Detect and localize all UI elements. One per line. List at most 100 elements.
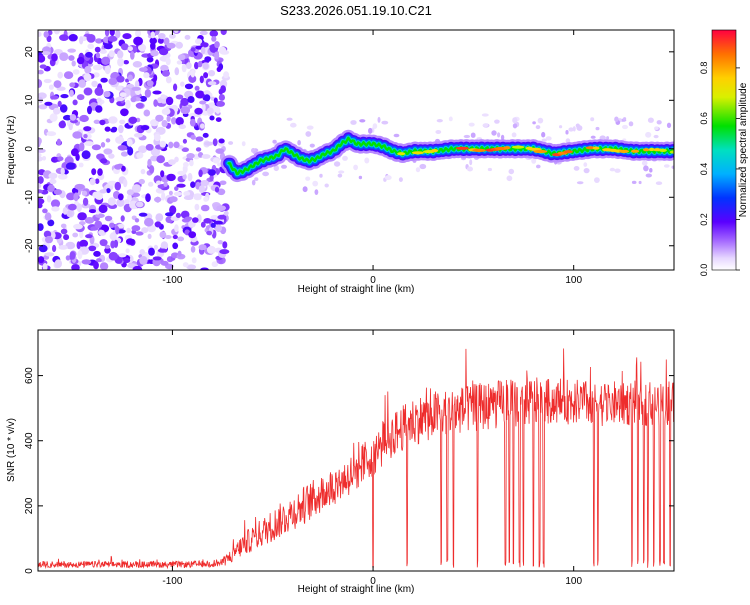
noise-speck — [126, 138, 133, 147]
noise-speck — [120, 151, 129, 157]
noise-speck — [160, 94, 166, 99]
snr-y-tick-label: 600 — [24, 367, 35, 384]
noise-speck — [469, 159, 473, 166]
noise-speck — [78, 162, 84, 168]
noise-speck — [181, 147, 189, 152]
noise-speck — [218, 88, 223, 95]
noise-speck — [175, 212, 181, 218]
noise-speck — [181, 63, 187, 73]
noise-speck — [200, 42, 209, 48]
noise-speck — [126, 189, 134, 196]
noise-speck — [72, 131, 83, 139]
noise-speck — [62, 207, 68, 215]
noise-speck — [398, 177, 403, 183]
noise-speck — [200, 180, 209, 187]
noise-speck — [208, 169, 216, 176]
noise-speck — [342, 155, 348, 161]
noise-speck — [183, 161, 189, 168]
snr-line-layer — [38, 348, 674, 570]
noise-speck — [174, 224, 179, 233]
noise-speck — [192, 217, 199, 223]
noise-speck — [161, 120, 168, 128]
snr-x-tick-label: 0 — [370, 576, 376, 587]
noise-speck — [83, 134, 88, 139]
noise-speck — [79, 230, 84, 239]
noise-speck — [94, 87, 104, 96]
noise-speck — [139, 95, 147, 102]
noise-speck — [117, 223, 125, 229]
noise-speck — [200, 46, 206, 55]
noise-speck — [119, 92, 127, 98]
spectrogram-frame — [37, 29, 675, 271]
noise-speck — [194, 107, 203, 115]
colorbar-tick-label: 0.2 — [699, 213, 709, 226]
noise-speck — [188, 74, 197, 83]
noise-speck — [127, 46, 133, 52]
noise-speck — [153, 244, 158, 250]
noise-speck — [177, 170, 187, 176]
noise-speck — [45, 252, 55, 257]
noise-speck — [215, 148, 225, 154]
noise-speck — [127, 146, 134, 156]
noise-speck — [104, 247, 111, 254]
noise-speck — [286, 117, 293, 121]
noise-speck — [184, 83, 194, 90]
snr-y-tick-label: 400 — [24, 432, 35, 449]
noise-speck — [500, 134, 505, 141]
noise-speck — [125, 99, 131, 109]
noise-speck — [297, 140, 301, 146]
noise-speck — [160, 241, 169, 251]
noise-speck — [158, 33, 166, 40]
noise-speck — [643, 165, 649, 172]
noise-speck — [103, 148, 113, 155]
noise-speck — [38, 189, 44, 194]
noise-speck — [203, 196, 209, 202]
noise-speck — [108, 180, 117, 186]
noise-speck — [51, 53, 58, 62]
noise-speck — [48, 84, 54, 90]
noise-speck — [197, 60, 203, 68]
noise-speck — [131, 192, 141, 197]
noise-speck — [44, 101, 53, 106]
noise-speck — [186, 264, 197, 270]
noise-speck — [541, 138, 547, 142]
noise-speck — [95, 52, 101, 59]
noise-speck — [84, 66, 92, 74]
noise-speck — [219, 180, 227, 186]
noise-speck — [494, 119, 500, 124]
noise-speck — [223, 210, 229, 216]
noise-speck — [88, 245, 97, 252]
noise-speck — [333, 161, 341, 167]
noise-speck — [220, 30, 227, 36]
noise-speck — [645, 131, 652, 138]
noise-speck — [206, 245, 216, 254]
noise-speck — [133, 36, 144, 46]
noise-speck — [130, 51, 135, 60]
noise-speck — [211, 261, 218, 268]
noise-speck — [216, 66, 222, 72]
noise-speck — [576, 181, 584, 185]
noise-speck — [190, 134, 196, 140]
noise-speck — [79, 114, 89, 123]
noise-speck — [154, 30, 160, 36]
noise-speck — [186, 153, 195, 159]
noise-speck — [184, 34, 191, 40]
noise-speck — [38, 137, 41, 147]
noise-speck — [177, 236, 185, 242]
noise-speck — [63, 234, 70, 241]
noise-speck — [140, 125, 150, 131]
noise-speck — [131, 225, 141, 232]
noise-speck — [419, 163, 427, 170]
noise-speck — [314, 189, 319, 196]
noise-speck — [85, 234, 93, 239]
noise-speck — [38, 183, 42, 189]
noise-speck — [91, 168, 97, 176]
noise-speck — [161, 108, 171, 115]
noise-speck — [187, 96, 195, 103]
noise-speck — [169, 205, 177, 215]
noise-speck — [93, 261, 99, 270]
noise-speck — [241, 141, 246, 147]
noise-speck — [204, 56, 212, 62]
noise-speck — [435, 130, 442, 134]
ridge-hotspot — [643, 148, 650, 152]
